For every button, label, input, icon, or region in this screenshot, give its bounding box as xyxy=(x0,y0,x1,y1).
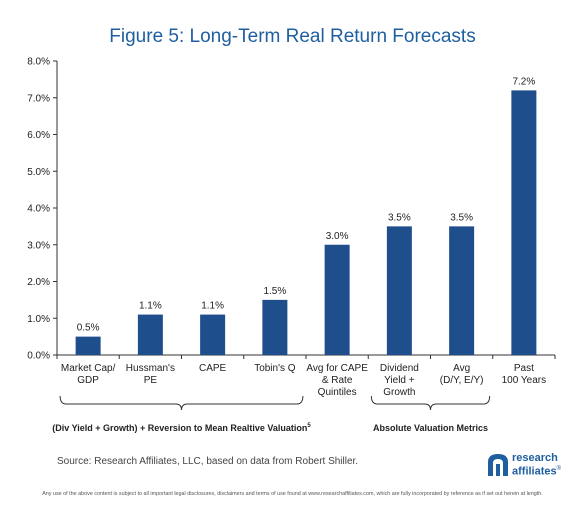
category-label: Avg xyxy=(453,363,470,374)
data-label: 7.2% xyxy=(512,76,535,87)
category-label: Quintiles xyxy=(318,387,357,398)
group-label-text: (Div Yield + Growth) + Reversion to Mean… xyxy=(52,423,307,433)
bar xyxy=(324,244,350,355)
category-label: & Rate xyxy=(322,375,353,386)
logo-wordmark: research affiliates® xyxy=(512,452,562,478)
group-label-text: Absolute Valuation Metrics xyxy=(373,423,488,433)
category-label: Hussman's xyxy=(126,363,175,374)
bar-chart: 0.0% 1.0% 2.0% 3.0% 4.0% 5.0% 6.0% 7.0% 8.0% 0.5… xyxy=(27,57,556,433)
chart-title: Figure 5: Long-Term Real Return Forecast… xyxy=(109,26,476,47)
logo-mark-icon xyxy=(488,454,508,476)
category-label: Growth xyxy=(383,387,415,398)
category-label: Dividend xyxy=(380,363,419,374)
category-label: PE xyxy=(144,375,158,386)
y-tick-label: 4.0% xyxy=(27,204,50,215)
group-brackets: (Div Yield + Growth) + Reversion to Mean… xyxy=(52,395,491,433)
category-label: (D/Y, E/Y) xyxy=(440,375,484,386)
category-label: CAPE xyxy=(199,363,227,374)
category-label: Yield + xyxy=(384,375,415,386)
y-tick-label: 8.0% xyxy=(27,57,50,68)
bars xyxy=(75,90,537,356)
group-bracket xyxy=(59,395,304,411)
data-label: 0.5% xyxy=(77,323,100,334)
category-label: 100 Years xyxy=(502,375,547,386)
category-label: Market Cap/ xyxy=(61,363,116,374)
bar xyxy=(75,336,101,355)
group-bracket xyxy=(370,395,491,411)
data-label: 1.5% xyxy=(263,286,286,297)
group-label: (Div Yield + Growth) + Reversion to Mean… xyxy=(52,423,311,433)
bar xyxy=(137,314,163,355)
group-label-superscript: 5 xyxy=(307,423,311,429)
data-label: 1.1% xyxy=(139,301,162,312)
bar xyxy=(262,299,288,355)
y-tick-label: 7.0% xyxy=(27,93,50,104)
y-tick-label: 6.0% xyxy=(27,130,50,141)
y-tick-label: 0.0% xyxy=(27,351,50,362)
y-tick-label: 3.0% xyxy=(27,240,50,251)
category-label: Past xyxy=(514,363,534,374)
group-label: Absolute Valuation Metrics xyxy=(373,423,488,433)
bar xyxy=(386,226,412,355)
category-label: Avg for CAPE xyxy=(306,363,368,374)
data-label: 3.0% xyxy=(326,231,349,242)
source-note: Source: Research Affiliates, LLC, based … xyxy=(57,456,359,467)
category-label: GDP xyxy=(77,375,99,386)
bar xyxy=(511,90,537,356)
axes: 0.0% 1.0% 2.0% 3.0% 4.0% 5.0% 6.0% 7.0% 8.0% xyxy=(27,57,556,362)
data-label: 3.5% xyxy=(388,212,411,223)
bar xyxy=(449,226,475,355)
y-tick-label: 2.0% xyxy=(27,277,50,288)
legal-disclaimer: Any use of the above content is subject … xyxy=(42,491,543,497)
y-tick-label: 1.0% xyxy=(27,314,50,325)
research-affiliates-logo: research affiliates® xyxy=(486,450,578,480)
labels: 0.5% Market Cap/GDP 1.1% Hussman'sPE 1.1% CAP… xyxy=(61,76,546,398)
data-label: 3.5% xyxy=(450,212,473,223)
y-tick-label: 5.0% xyxy=(27,167,50,178)
category-label: Tobin's Q xyxy=(254,363,296,374)
data-label: 1.1% xyxy=(201,301,224,312)
bar xyxy=(200,314,226,355)
